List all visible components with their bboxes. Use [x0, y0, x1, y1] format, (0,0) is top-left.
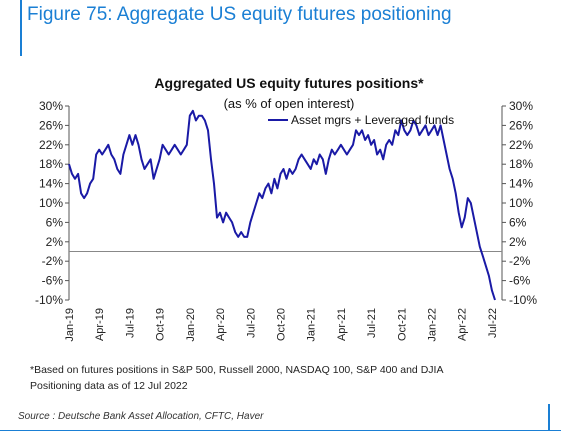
chart-title: Aggregated US equity futures positions*: [154, 75, 424, 91]
y-tick-label-right: 18%: [509, 157, 533, 171]
footnote-line-1: *Based on futures positions in S&P 500, …: [30, 364, 444, 376]
y-tick-label-right: -2%: [509, 254, 531, 268]
y-tick-label-left: 10%: [39, 196, 63, 210]
y-tick-label-left: -2%: [42, 254, 64, 268]
legend-label: Asset mgrs + Leveraged funds: [291, 113, 454, 127]
footnote-line-2: Positioning data as of 12 Jul 2022: [30, 380, 188, 392]
figure-accent-bar: [20, 0, 22, 56]
x-tick-label: Jan-20: [185, 308, 197, 342]
y-tick-label-right: -10%: [509, 293, 537, 307]
chart-subtitle: (as % of open interest): [224, 96, 355, 111]
x-tick-label: Oct-19: [155, 308, 167, 341]
series-group: [68, 109, 496, 301]
figure-title: Figure 75: Aggregate US equity futures p…: [27, 4, 452, 25]
y-axis-right: 30% 26% 22% 18% 14% 10% 6% 2% -2% -6% -10%: [502, 99, 537, 307]
x-tick-label: Jul-20: [245, 308, 257, 338]
y-tick-label-right: 22%: [509, 138, 533, 152]
y-tick-label-right: 26%: [509, 118, 533, 132]
y-tick-label-left: 18%: [39, 157, 63, 171]
x-tick-label: Oct-20: [275, 308, 287, 341]
x-axis: Jan-19 Apr-19 Jul-19 Oct-19 Jan-20 Apr-20 Jul-…: [64, 308, 499, 342]
y-tick-label-right: 6%: [509, 215, 527, 229]
source-note: Source : Deutsche Bank Asset Allocation,…: [18, 411, 264, 422]
x-tick-label: Jul-22: [487, 308, 499, 338]
x-tick-label: Jan-22: [427, 308, 439, 342]
x-tick-label: Apr-19: [94, 308, 106, 341]
footer-accent-bar: [548, 404, 550, 430]
y-axis-left: 30% 26% 22% 18% 14% 10% 6% 2% -2% -6% -10%: [35, 99, 69, 307]
legend: Asset mgrs + Leveraged funds: [268, 113, 454, 127]
y-tick-label-left: 14%: [39, 177, 63, 191]
x-tick-label: Jan-19: [64, 308, 76, 342]
y-tick-label-left: 30%: [39, 99, 63, 113]
y-tick-label-left: 6%: [46, 215, 64, 229]
y-tick-label-left: -6%: [42, 274, 64, 288]
y-tick-label-left: 2%: [46, 235, 64, 249]
footer-rule: [0, 430, 561, 431]
series-line: [68, 109, 496, 301]
y-tick-label-left: 22%: [39, 138, 63, 152]
x-tick-label: Apr-20: [215, 308, 227, 341]
x-tick-label: Apr-21: [336, 308, 348, 341]
x-tick-label: Apr-22: [457, 308, 469, 341]
y-tick-label-right: 2%: [509, 235, 527, 249]
x-tick-label: Jul-19: [124, 308, 136, 338]
x-tick-label: Jul-21: [366, 308, 378, 338]
y-tick-label-left: 26%: [39, 118, 63, 132]
y-tick-label-right: 14%: [509, 177, 533, 191]
x-tick-label: Jan-21: [306, 308, 318, 342]
y-tick-label-right: -6%: [509, 274, 531, 288]
y-tick-label-right: 10%: [509, 196, 533, 210]
y-tick-label-left: -10%: [35, 293, 63, 307]
y-tick-label-right: 30%: [509, 99, 533, 113]
chart: Aggregated US equity futures positions* …: [35, 75, 537, 342]
x-tick-label: Oct-21: [396, 308, 408, 341]
